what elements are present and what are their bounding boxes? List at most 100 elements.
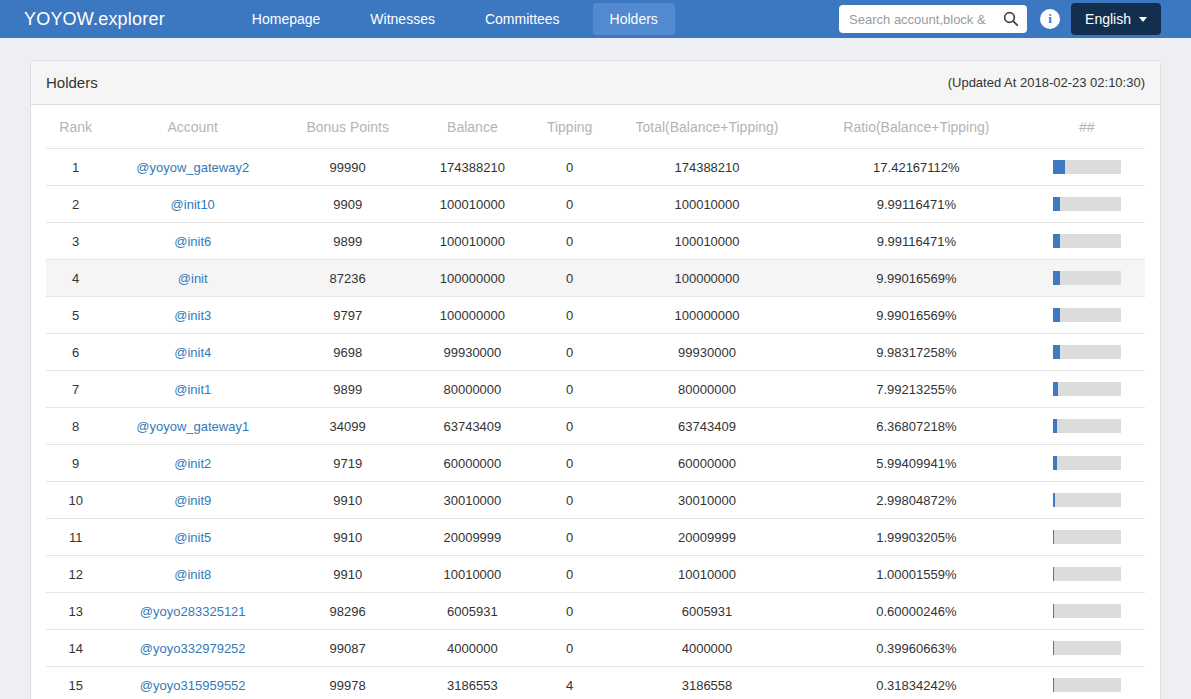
search-box <box>839 5 1027 33</box>
ratio-cell: 9.99016569% <box>804 297 1028 334</box>
total-cell: 100010000 <box>610 223 805 260</box>
ratio-bar <box>1053 197 1121 211</box>
page-title: Holders <box>46 74 98 91</box>
balance-cell: 63743409 <box>415 408 529 445</box>
rank-cell: 6 <box>46 334 105 371</box>
ratio-cell: 17.42167112% <box>804 149 1028 186</box>
search-input[interactable] <box>849 12 1003 27</box>
bonus-points-cell: 99978 <box>280 667 415 699</box>
tipping-cell: 0 <box>530 260 610 297</box>
navbar-right: i English <box>839 3 1161 35</box>
bonus-points-cell: 99087 <box>280 630 415 667</box>
tipping-cell: 0 <box>530 445 610 482</box>
ratio-bar-cell <box>1028 260 1145 297</box>
bonus-points-cell: 87236 <box>280 260 415 297</box>
total-cell: 6005931 <box>610 593 805 630</box>
info-icon[interactable]: i <box>1040 9 1060 29</box>
ratio-bar <box>1053 493 1121 507</box>
account-link[interactable]: @init9 <box>174 493 211 508</box>
table-header-row: RankAccountBonus PointsBalanceTippingTot… <box>46 105 1145 149</box>
balance-cell: 10010000 <box>415 556 529 593</box>
nav-item-committees[interactable]: Committees <box>468 0 577 38</box>
ratio-cell: 0.60000246% <box>804 593 1028 630</box>
balance-cell: 30010000 <box>415 482 529 519</box>
tipping-cell: 0 <box>530 630 610 667</box>
balance-cell: 3186553 <box>415 667 529 699</box>
bonus-points-cell: 98296 <box>280 593 415 630</box>
ratio-cell: 5.99409941% <box>804 445 1028 482</box>
column-header: Account <box>105 105 280 149</box>
total-cell: 174388210 <box>610 149 805 186</box>
table-row: 6@init49698999300000999300009.98317258% <box>46 334 1145 371</box>
ratio-bar-cell <box>1028 630 1145 667</box>
table-row: 1@yoyow_gateway2999901743882100174388210… <box>46 149 1145 186</box>
nav-item-holders[interactable]: Holders <box>593 3 675 35</box>
account-cell: @init5 <box>105 519 280 556</box>
ratio-bar <box>1053 382 1121 396</box>
ratio-bar-fill <box>1053 271 1060 285</box>
ratio-bar-fill <box>1053 345 1060 359</box>
tipping-cell: 0 <box>530 519 610 556</box>
nav-item-witnesses[interactable]: Witnesses <box>353 0 452 38</box>
ratio-bar-cell <box>1028 334 1145 371</box>
rank-cell: 1 <box>46 149 105 186</box>
ratio-bar <box>1053 271 1121 285</box>
account-cell: @init2 <box>105 445 280 482</box>
bonus-points-cell: 9910 <box>280 519 415 556</box>
account-link[interactable]: @init <box>178 271 208 286</box>
balance-cell: 100000000 <box>415 297 529 334</box>
account-cell: @yoyow_gateway2 <box>105 149 280 186</box>
nav-menu: Homepage Witnesses Committees Holders <box>227 0 683 38</box>
account-cell: @yoyo283325121 <box>105 593 280 630</box>
table-row: 8@yoyow_gateway134099637434090637434096.… <box>46 408 1145 445</box>
ratio-bar-fill <box>1053 160 1065 174</box>
search-icon[interactable] <box>1003 11 1019 27</box>
ratio-bar-fill <box>1053 567 1054 581</box>
updated-timestamp: (Updated At 2018-02-23 02:10:30) <box>948 75 1145 90</box>
account-link[interactable]: @init5 <box>174 530 211 545</box>
account-link[interactable]: @init4 <box>174 345 211 360</box>
account-link[interactable]: @init10 <box>171 197 215 212</box>
account-link[interactable]: @init1 <box>174 382 211 397</box>
total-cell: 100010000 <box>610 186 805 223</box>
ratio-bar <box>1053 567 1121 581</box>
account-link[interactable]: @yoyow_gateway2 <box>136 160 249 175</box>
tipping-cell: 0 <box>530 482 610 519</box>
rank-cell: 11 <box>46 519 105 556</box>
balance-cell: 20009999 <box>415 519 529 556</box>
account-link[interactable]: @yoyo315959552 <box>140 678 246 693</box>
ratio-bar <box>1053 641 1121 655</box>
language-dropdown-button[interactable]: English <box>1071 3 1161 35</box>
ratio-bar-cell <box>1028 593 1145 630</box>
table-row: 7@init19899800000000800000007.99213255% <box>46 371 1145 408</box>
account-cell: @init4 <box>105 334 280 371</box>
nav-item-homepage[interactable]: Homepage <box>235 0 338 38</box>
table-row: 10@init99910300100000300100002.99804872% <box>46 482 1145 519</box>
ratio-cell: 9.98317258% <box>804 334 1028 371</box>
ratio-bar-cell <box>1028 667 1145 699</box>
brand-logo[interactable]: YOYOW.explorer <box>24 9 165 30</box>
account-link[interactable]: @init6 <box>174 234 211 249</box>
ratio-bar-cell <box>1028 371 1145 408</box>
total-cell: 100000000 <box>610 260 805 297</box>
ratio-bar-cell <box>1028 186 1145 223</box>
account-link[interactable]: @yoyow_gateway1 <box>136 419 249 434</box>
balance-cell: 100010000 <box>415 223 529 260</box>
ratio-bar-fill <box>1053 234 1060 248</box>
ratio-bar-cell <box>1028 482 1145 519</box>
ratio-cell: 6.36807218% <box>804 408 1028 445</box>
account-link[interactable]: @yoyo283325121 <box>140 604 246 619</box>
account-link[interactable]: @init8 <box>174 567 211 582</box>
ratio-cell: 2.99804872% <box>804 482 1028 519</box>
account-cell: @init <box>105 260 280 297</box>
account-link[interactable]: @init3 <box>174 308 211 323</box>
ratio-cell: 7.99213255% <box>804 371 1028 408</box>
tipping-cell: 0 <box>530 186 610 223</box>
account-link[interactable]: @yoyo332979252 <box>140 641 246 656</box>
account-link[interactable]: @init2 <box>174 456 211 471</box>
rank-cell: 14 <box>46 630 105 667</box>
total-cell: 30010000 <box>610 482 805 519</box>
chevron-down-icon <box>1139 17 1147 22</box>
bonus-points-cell: 9719 <box>280 445 415 482</box>
ratio-cell: 1.99903205% <box>804 519 1028 556</box>
